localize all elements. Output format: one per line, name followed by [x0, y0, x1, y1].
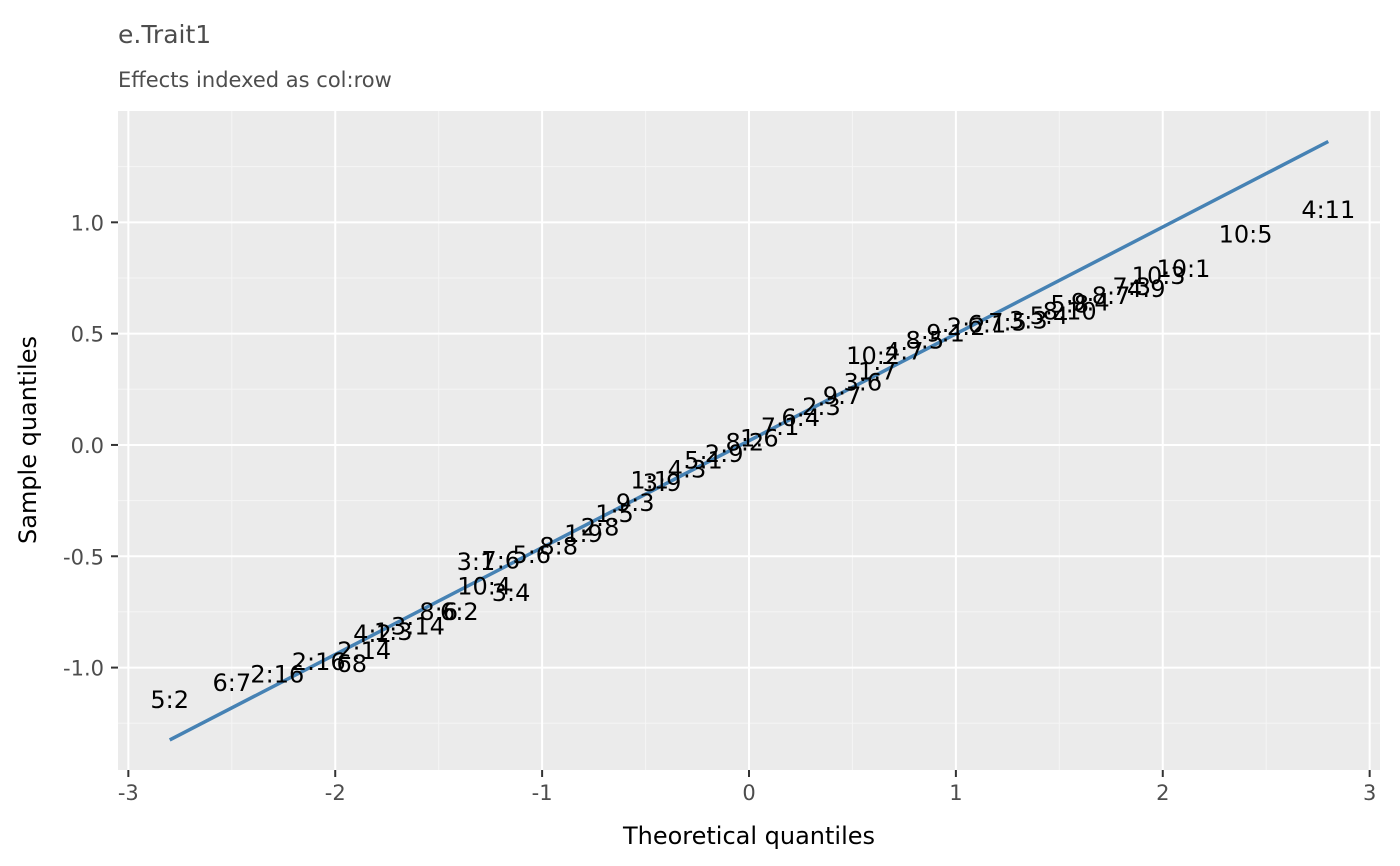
point-label: 7:3 [1112, 273, 1151, 301]
point-label: 6:7 [212, 669, 251, 697]
y-tick-label: -0.5 [63, 545, 104, 569]
point-label: 10:3 [1132, 262, 1186, 290]
point-label: 10:4 [457, 572, 511, 600]
x-tick-label: -2 [325, 781, 346, 805]
y-tick-label: -1.0 [63, 657, 104, 681]
chart-title: e.Trait1 [118, 20, 212, 49]
point-label: 6:4 [781, 404, 820, 432]
x-tick-label: 0 [742, 781, 755, 805]
y-axis-title: Sample quantiles [14, 336, 42, 544]
point-label: 5:6 [512, 541, 551, 569]
point-label: 8:7 [1092, 282, 1131, 310]
point-label: 4:11 [1301, 196, 1355, 224]
point-label: 3:14 [391, 612, 445, 640]
point-label: 2:16 [250, 660, 304, 688]
point-label: 1:6 [740, 424, 779, 452]
x-tick-label: -1 [532, 781, 553, 805]
point-label: 8:10 [1043, 297, 1097, 325]
point-label: 5:8 [1050, 291, 1089, 319]
point-label: 4:2 [353, 620, 392, 648]
point-label: 5:4 [1030, 302, 1069, 330]
point-label: 1:1 [630, 467, 669, 495]
x-tick-label: 2 [1156, 781, 1169, 805]
point-label: 9:3 [616, 489, 655, 517]
point-label: 3:4 [492, 579, 531, 607]
point-label: 3:9 [643, 469, 682, 497]
point-label: 9:1 [926, 320, 965, 348]
point-label: 5:2 [150, 686, 189, 714]
y-axis: -1.0 -0.5 0.0 0.5 1.0 [63, 211, 118, 681]
point-label: 3:3 [1009, 306, 1048, 334]
point-label: 10:5 [1219, 221, 1273, 249]
point-label: 8:5 [906, 326, 945, 354]
point-label: 8:2 [726, 429, 765, 457]
point-label: 2:3 [802, 393, 841, 421]
point-label: 3:6 [843, 369, 882, 397]
x-tick-label: 1 [949, 781, 962, 805]
point-label: 68 [337, 650, 368, 678]
point-label: 3:1 [457, 548, 496, 576]
point-label: 6:2 [440, 598, 479, 626]
x-axis-title: Theoretical quantiles [622, 822, 875, 850]
point-label: 4:7 [885, 337, 924, 365]
point-label: 6:1 [968, 311, 1007, 339]
point-label: 9:7 [823, 382, 862, 410]
point-label: 2:2 [947, 313, 986, 341]
x-axis: -3 -2 -1 0 1 2 3 [118, 770, 1376, 805]
point-label: 8:8 [539, 532, 578, 560]
point-labels: 5:26:7 2:162:16682:144:21:33:148:66:210:4… [150, 196, 1355, 714]
point-label: 1:3 [374, 618, 413, 646]
point-label: 9:4 [1071, 288, 1110, 316]
reference-line [168, 139, 1330, 742]
point-label: 8:6 [419, 598, 458, 626]
y-tick-label: 0.5 [71, 323, 104, 347]
point-label: 1:9 [564, 520, 603, 548]
point-label: 2:16 [292, 648, 346, 676]
point-label: 7:5 [988, 309, 1027, 337]
point-label: 5:1 [684, 447, 723, 475]
point-label: 1:7 [858, 357, 897, 385]
y-tick-label: 0.0 [71, 434, 104, 458]
x-tick-label: 3 [1363, 781, 1376, 805]
point-label: 7:1 [761, 413, 800, 441]
point-label: 7:6 [481, 547, 520, 575]
point-label: 2:14 [337, 637, 391, 665]
point-label: 10:2 [846, 342, 900, 370]
point-label: 10:1 [1157, 255, 1211, 283]
point-label: 4:3 [668, 455, 707, 483]
chart-subtitle: Effects indexed as col:row [118, 68, 392, 92]
x-tick-label: -3 [118, 781, 139, 805]
point-label: 4:9 [1127, 275, 1166, 303]
y-tick-label: 1.0 [71, 211, 104, 235]
point-label: 2:8 [581, 513, 620, 541]
point-label: 1:5 [595, 500, 634, 528]
point-label: 2:9 [705, 440, 744, 468]
